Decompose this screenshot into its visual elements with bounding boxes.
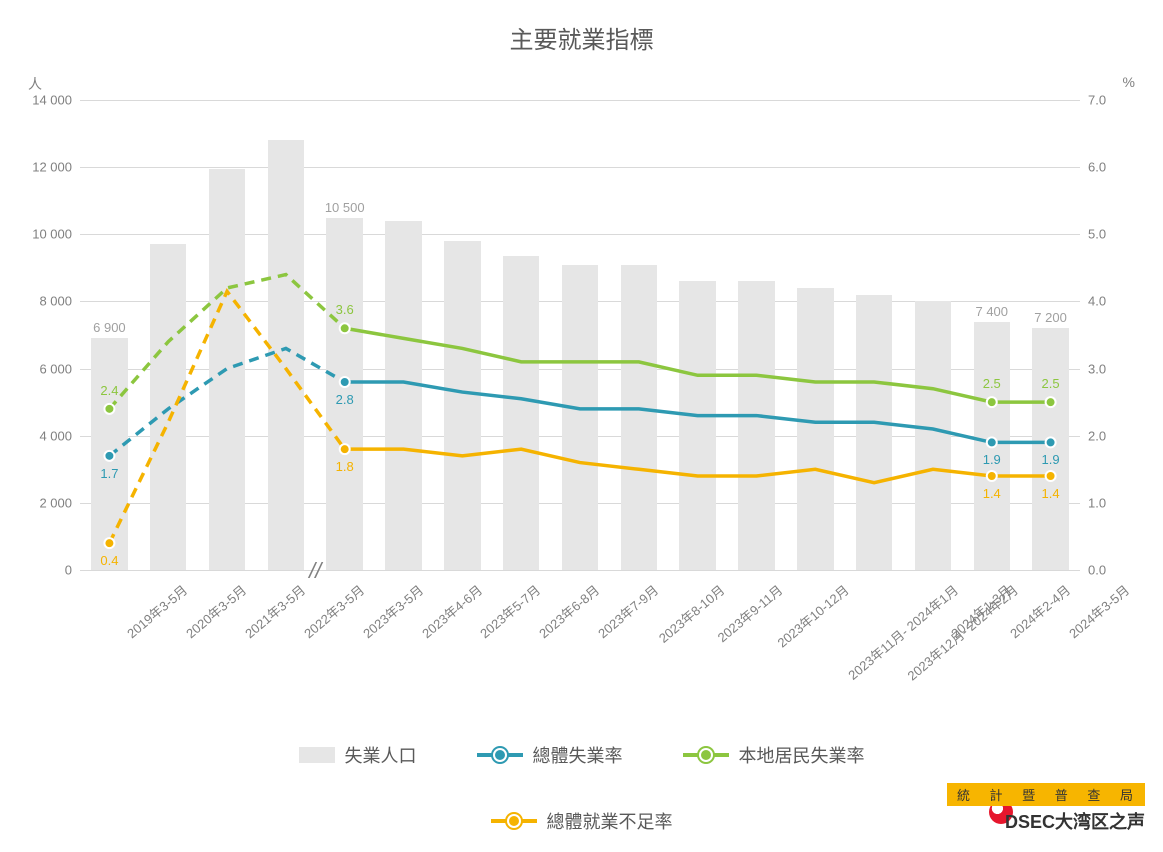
watermark: 統 計 暨 普 查 局 DSEC大湾区之声 [947, 783, 1145, 834]
y-left-tick: 6 000 [39, 361, 72, 376]
y-right-tick: 7.0 [1088, 93, 1106, 108]
series-value-label: 1.4 [1042, 486, 1060, 501]
line-segment-dashed [109, 291, 344, 543]
x-tick-label: 2019年3-5月 [123, 580, 192, 642]
x-tick-label: 2022年3-5月 [299, 580, 368, 642]
y-right-tick: 3.0 [1088, 361, 1106, 376]
y-left-tick: 14 000 [32, 93, 72, 108]
legend: 失業人口 總體失業率 本地居民失業率總體就業不足率 [222, 742, 942, 834]
x-tick-label: 2023年4-6月 [417, 580, 486, 642]
legend-line-swatch [491, 819, 537, 823]
data-marker [1046, 471, 1056, 481]
data-marker [340, 377, 350, 387]
line-segment [345, 449, 1051, 483]
data-marker [987, 437, 997, 447]
y-left-tick: 2 000 [39, 495, 72, 510]
x-tick-label: 2023年5-7月 [476, 580, 545, 642]
y-right-tick: 1.0 [1088, 495, 1106, 510]
grid-line [80, 570, 1080, 571]
x-tick-label: 2023年7-9月 [593, 580, 662, 642]
series-value-label: 1.8 [336, 459, 354, 474]
x-tick-label: 2023年3-5月 [358, 580, 427, 642]
x-tick-label: 2023年6-8月 [534, 580, 603, 642]
y-right-tick: 6.0 [1088, 160, 1106, 175]
data-marker [104, 538, 114, 548]
series-value-label: 2.5 [1042, 376, 1060, 391]
legend-label: 本地居民失業率 [739, 742, 865, 768]
data-marker [104, 451, 114, 461]
legend-label: 失業人口 [345, 742, 417, 768]
series-value-label: 1.7 [100, 466, 118, 481]
legend-label: 總體就業不足率 [547, 808, 673, 834]
series-value-label: 2.5 [983, 376, 1001, 391]
data-marker [340, 444, 350, 454]
x-tick-label: 2021年3-5月 [240, 580, 309, 642]
legend-item: 總體就業不足率 [491, 808, 673, 834]
legend-item: 失業人口 [299, 742, 417, 768]
y-right-tick: 0.0 [1088, 563, 1106, 578]
legend-item: 總體失業率 [477, 742, 623, 768]
y-left-tick: 10 000 [32, 227, 72, 242]
watermark-source: DSEC大湾区之声 [1005, 808, 1145, 834]
data-marker [987, 397, 997, 407]
data-marker [340, 323, 350, 333]
data-marker [987, 471, 997, 481]
legend-item: 本地居民失業率 [683, 742, 865, 768]
watermark-agency: 統 計 暨 普 查 局 [947, 783, 1145, 806]
y-left-tick: 12 000 [32, 160, 72, 175]
series-value-label: 1.9 [983, 452, 1001, 467]
x-tick-label: 2023年10-12月 [773, 580, 853, 651]
legend-label: 總體失業率 [533, 742, 623, 768]
y-left-tick: 4 000 [39, 428, 72, 443]
series-value-label: 1.4 [983, 486, 1001, 501]
chart-title: 主要就業指標 [0, 0, 1163, 55]
legend-line-swatch [683, 753, 729, 757]
legend-bar-swatch [299, 747, 335, 763]
series-value-label: 0.4 [100, 553, 118, 568]
y-right-tick: 5.0 [1088, 227, 1106, 242]
x-tick-label: 2024年3-5月 [1064, 580, 1133, 642]
lines-layer [80, 100, 1080, 570]
y-axis-right-label: % [1123, 74, 1135, 90]
plot-area: 02 0004 0006 0008 00010 00012 00014 0000… [80, 100, 1080, 570]
y-left-tick: 0 [65, 563, 72, 578]
y-left-tick: 8 000 [39, 294, 72, 309]
data-marker [1046, 397, 1056, 407]
legend-line-swatch [477, 753, 523, 757]
y-axis-left-label: 人 [28, 74, 42, 94]
series-value-label: 2.8 [336, 392, 354, 407]
y-right-tick: 2.0 [1088, 428, 1106, 443]
data-marker [104, 404, 114, 414]
x-tick-label: 2020年3-5月 [181, 580, 250, 642]
series-value-label: 1.9 [1042, 452, 1060, 467]
series-value-label: 2.4 [100, 383, 118, 398]
y-right-tick: 4.0 [1088, 294, 1106, 309]
series-value-label: 3.6 [336, 302, 354, 317]
data-marker [1046, 437, 1056, 447]
